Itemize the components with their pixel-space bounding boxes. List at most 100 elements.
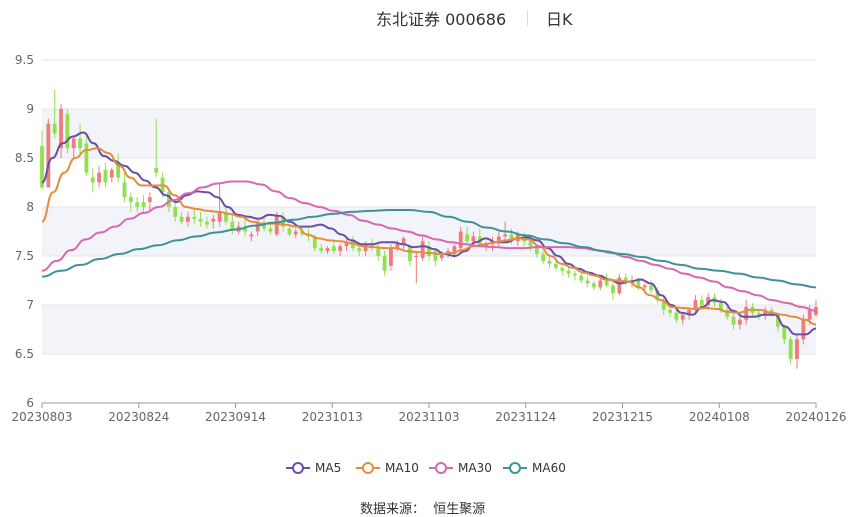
moving-average-lines	[41, 131, 817, 336]
candle-body	[97, 172, 102, 183]
candle	[814, 300, 818, 317]
candle	[71, 136, 76, 158]
candle-body	[427, 246, 431, 256]
candle-body	[90, 177, 95, 183]
candle-body	[617, 277, 622, 294]
candle	[65, 109, 70, 154]
chart-period-label: 日K	[546, 10, 573, 29]
candle-body	[465, 234, 469, 242]
candle-body	[756, 312, 761, 315]
grid-band	[42, 305, 816, 354]
x-tick-label: 20230824	[108, 410, 169, 424]
x-tick-label: 20231124	[495, 410, 556, 424]
candle-body	[471, 236, 476, 242]
candle	[744, 300, 749, 325]
candle-body	[782, 326, 787, 340]
candle-body	[376, 248, 381, 256]
legend-item-ma60[interactable]: MA60	[503, 458, 566, 478]
legend-item-ma5[interactable]: MA5	[286, 458, 341, 478]
candle-body	[40, 146, 44, 188]
legend-marker-ma5	[286, 462, 310, 474]
candle-body	[687, 309, 692, 315]
x-axis: 20230803 20230824 20230914 20231013 20231103…	[11, 402, 847, 424]
candle	[211, 214, 216, 229]
candle	[103, 162, 108, 188]
candle	[611, 280, 615, 301]
title-divider	[527, 10, 528, 26]
y-tick-label: 6	[26, 396, 34, 410]
legend-item-ma10[interactable]: MA10	[356, 458, 419, 478]
candle	[573, 270, 577, 281]
chart-legend: MA5 MA10 MA30 MA60	[0, 458, 850, 478]
grid-band	[42, 109, 816, 158]
legend-item-ma30[interactable]: MA30	[429, 458, 492, 478]
candle-body	[217, 211, 222, 222]
candle	[122, 172, 127, 203]
candle	[731, 312, 736, 330]
candle	[46, 118, 51, 188]
ma-line-ma60	[41, 208, 817, 289]
candle-body	[706, 297, 711, 305]
candle	[205, 216, 209, 229]
y-tick-label: 7.5	[15, 249, 34, 263]
legend-label-ma60: MA60	[532, 461, 566, 475]
candle-body	[579, 275, 584, 281]
candle-body	[319, 248, 324, 252]
candle-body	[325, 248, 330, 252]
candle-body	[763, 309, 768, 315]
candle	[674, 309, 679, 323]
candle-body	[78, 138, 82, 149]
candle-body	[680, 314, 685, 320]
y-tick-label: 6.5	[15, 347, 34, 361]
candle-body	[661, 300, 666, 310]
candle	[458, 226, 463, 252]
candle	[433, 248, 438, 266]
candle-body	[458, 231, 463, 249]
candle	[325, 246, 330, 255]
candle	[553, 260, 558, 271]
candle-body	[528, 241, 533, 247]
y-tick-label: 9	[26, 102, 34, 116]
candle-body	[452, 246, 457, 255]
candle	[128, 192, 133, 212]
candle	[141, 195, 146, 212]
candle-body	[300, 231, 305, 235]
candle	[52, 89, 57, 139]
x-tick-label: 20231013	[302, 410, 363, 424]
candle-body	[573, 273, 577, 276]
candle-body	[243, 226, 247, 232]
legend-marker-ma60	[503, 462, 527, 474]
candle	[97, 165, 102, 188]
candle	[293, 228, 298, 239]
candle-body	[46, 123, 51, 188]
legend-label-ma30: MA30	[458, 461, 492, 475]
candle-body	[293, 231, 298, 235]
y-tick-label: 9.5	[15, 53, 34, 67]
candle-body	[484, 244, 489, 247]
candlestick-chart: 9.5 9 8.5 8 7.5 7 6.5 6 20230803 20230824 2023091…	[11, 53, 847, 424]
candle-body	[642, 285, 647, 288]
x-tick-label: 20240108	[689, 410, 750, 424]
candle-body	[541, 254, 546, 261]
candle-body	[192, 216, 197, 219]
candle-body	[249, 234, 254, 237]
candle-body	[52, 123, 57, 134]
candle	[598, 277, 603, 291]
x-tick-label: 20231103	[398, 410, 459, 424]
candle-body	[420, 241, 425, 258]
candle	[40, 130, 44, 190]
candle-body	[262, 224, 266, 229]
candle-body	[636, 280, 641, 288]
candle-body	[414, 256, 419, 257]
candle-body	[344, 241, 349, 247]
candle	[693, 295, 698, 315]
candle	[116, 153, 121, 183]
candle-body	[331, 246, 336, 252]
candle-body	[807, 309, 812, 320]
candle-body	[668, 309, 672, 313]
candle	[496, 231, 501, 247]
candle-body	[560, 267, 565, 271]
candle-body	[547, 260, 552, 264]
candle-body	[401, 238, 406, 245]
